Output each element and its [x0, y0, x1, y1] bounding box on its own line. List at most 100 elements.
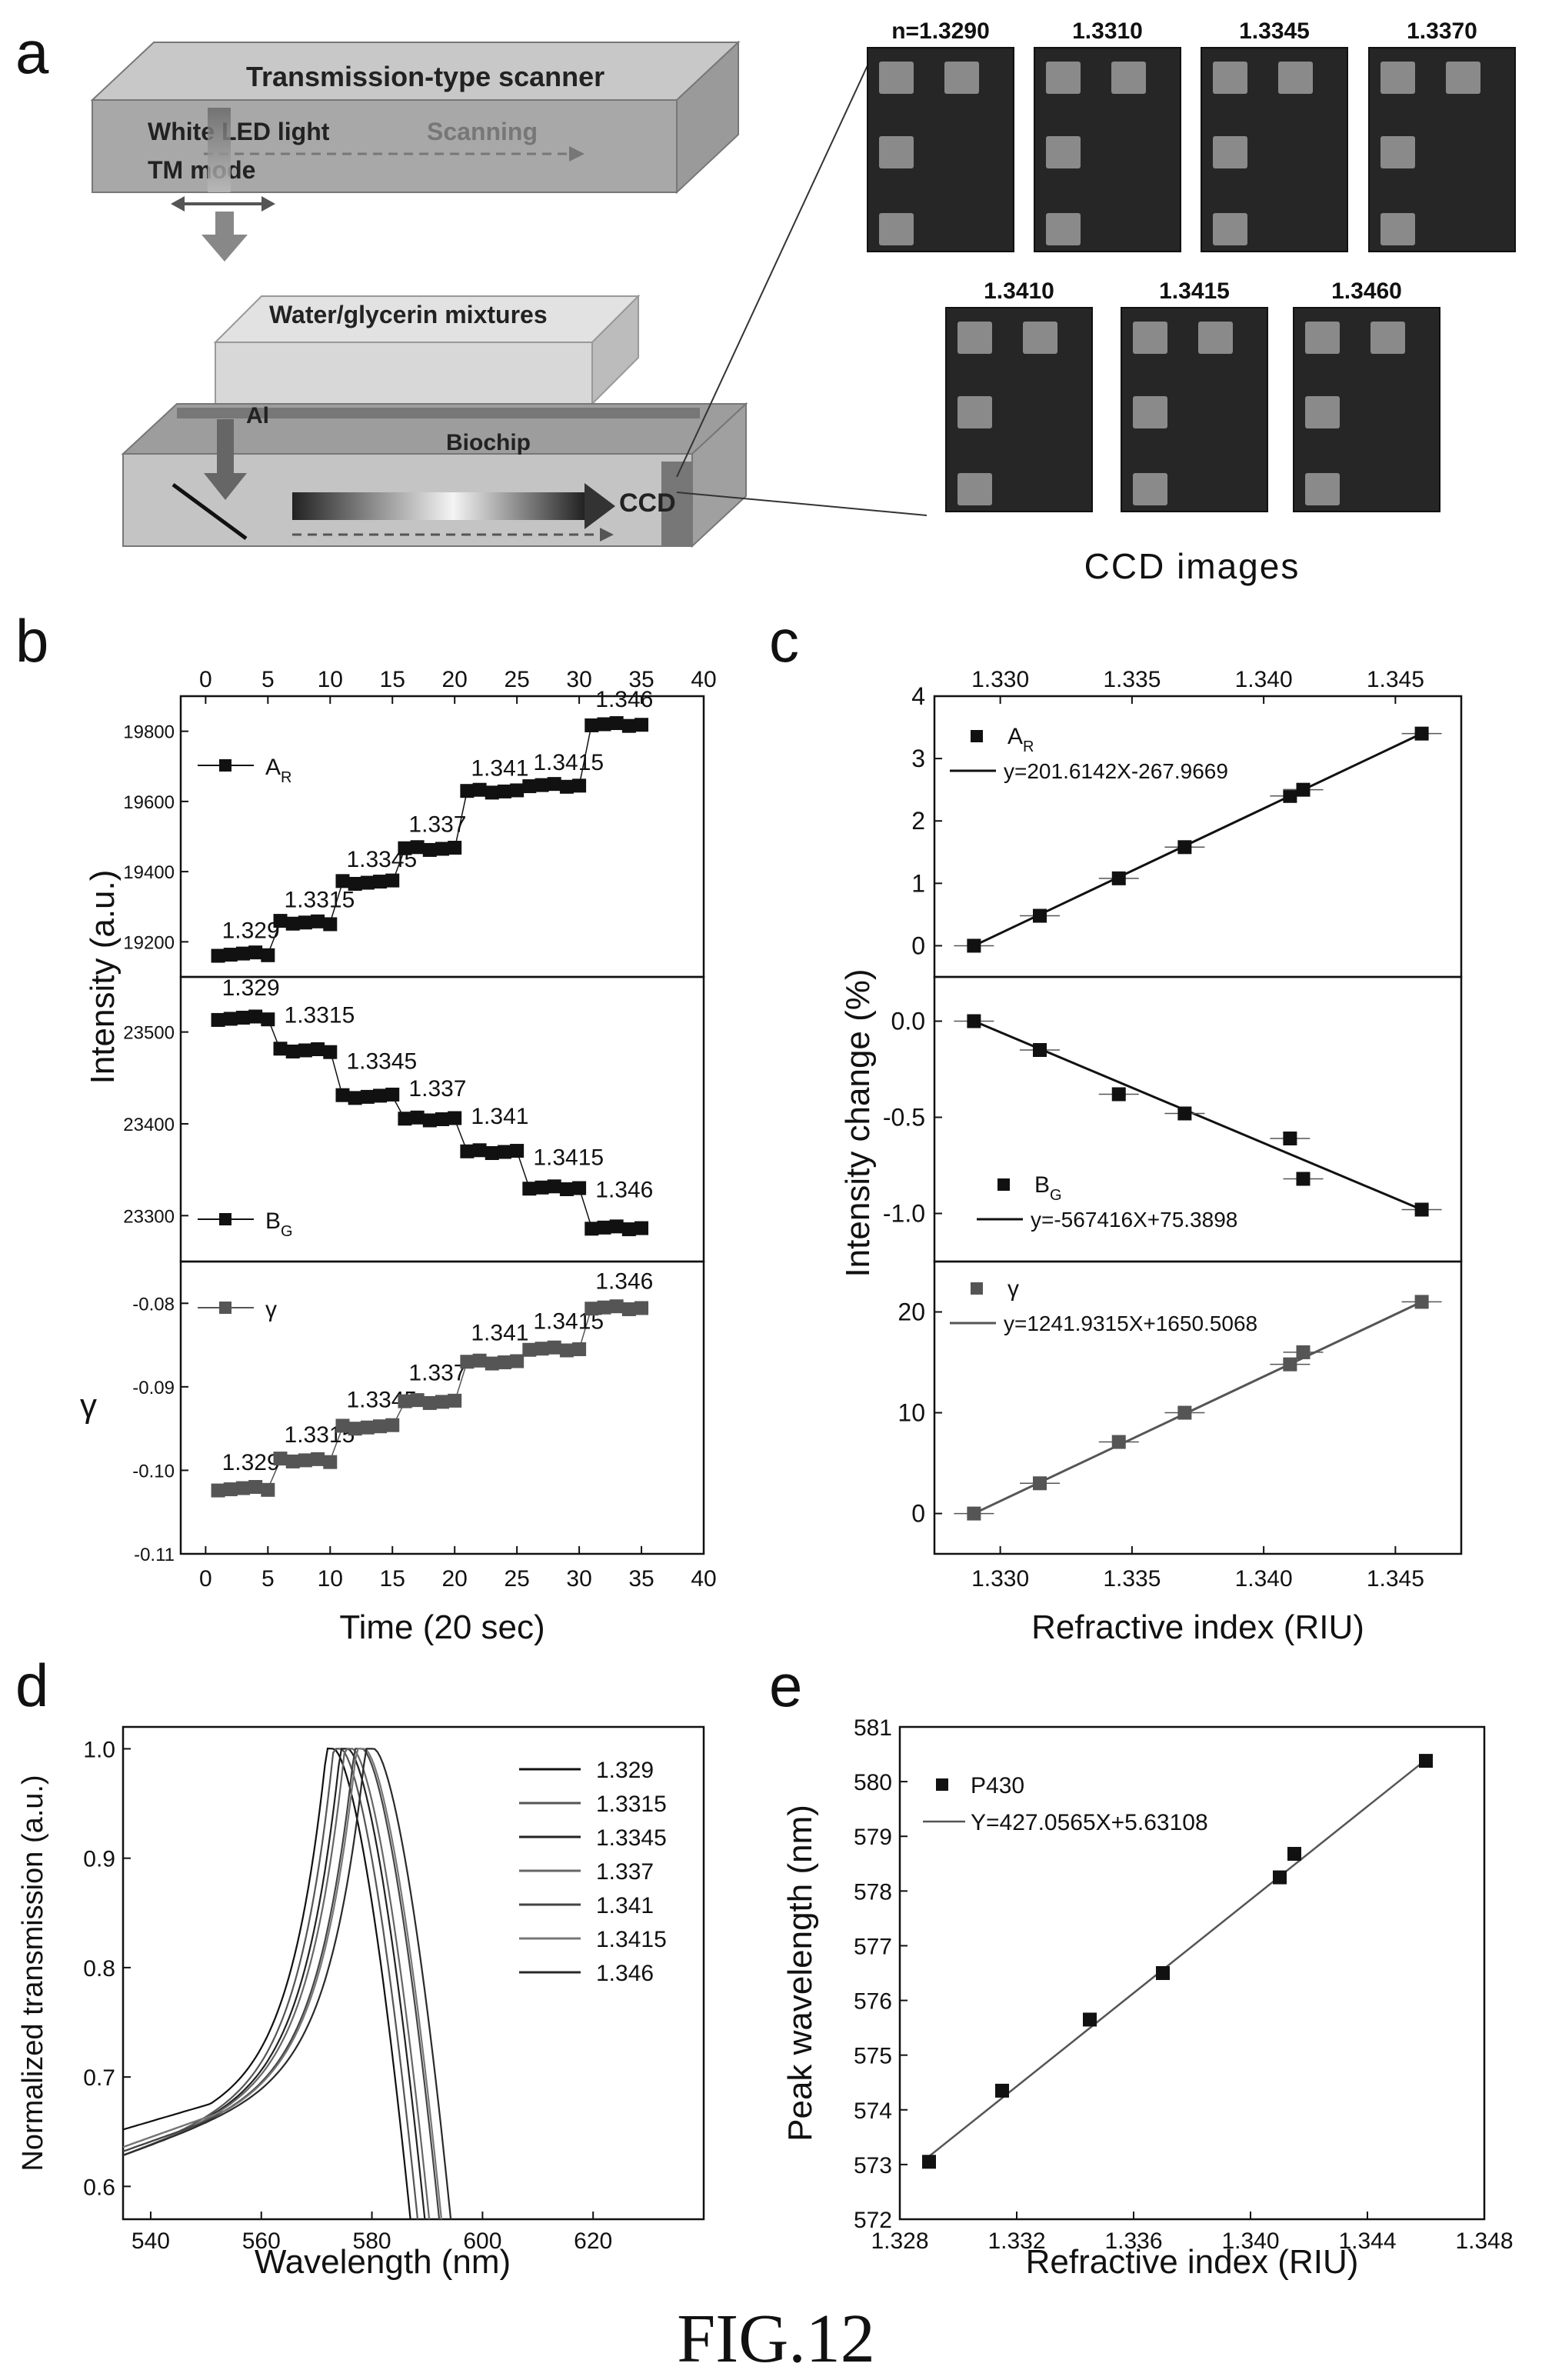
ccd-spot	[958, 473, 992, 505]
y-tick-label: 580	[854, 1770, 892, 1795]
ccd-spot	[1133, 473, 1167, 505]
data-point	[273, 1452, 288, 1466]
y-tick-label: 19600	[123, 792, 175, 813]
sample-side	[591, 294, 639, 406]
ccd-spot	[1046, 62, 1081, 94]
data-point	[634, 718, 649, 732]
fit-equation: y=-567416X+75.3898	[1031, 1208, 1237, 1232]
data-point	[385, 1087, 400, 1102]
step-connector	[454, 791, 468, 849]
step-connector	[267, 922, 281, 955]
ccd-spot	[958, 322, 992, 354]
data-point	[298, 1043, 312, 1058]
data-point	[1414, 1295, 1429, 1309]
x-tick-label: 25	[504, 1566, 529, 1592]
data-point	[559, 779, 574, 794]
data-point	[1033, 1476, 1047, 1491]
data-point	[223, 1012, 238, 1026]
y-tick-label: 0.0	[891, 1008, 925, 1035]
plot-frame	[179, 1260, 705, 1555]
data-point	[497, 1145, 511, 1159]
data-point	[1296, 782, 1311, 797]
reflected-beam-arrowhead	[584, 483, 615, 529]
data-point	[485, 1356, 499, 1371]
legend-label: 1.337	[596, 1859, 654, 1885]
step-annotation: 1.329	[222, 975, 280, 1001]
ccd-sensor	[661, 462, 692, 546]
ccd-image-6: 1.3415	[1121, 278, 1268, 512]
ccd-spot	[1133, 396, 1167, 428]
y-tick-label: 19400	[123, 862, 175, 883]
x-tick-label-top: 10	[318, 667, 343, 692]
data-point	[634, 1301, 649, 1315]
y-tick-label: 23400	[123, 1115, 175, 1135]
data-point	[223, 948, 238, 962]
data-point	[385, 1418, 400, 1432]
y-tick-label: 0.6	[83, 2175, 115, 2200]
data-point	[1283, 1132, 1297, 1145]
ccd-spot	[1046, 136, 1081, 168]
data-point	[348, 877, 362, 892]
data-point	[335, 874, 350, 888]
data-point	[373, 1419, 388, 1434]
y-tick-label: 574	[854, 2098, 892, 2124]
legend-label: 1.346	[596, 1961, 654, 1986]
data-point	[360, 875, 375, 890]
data-point	[448, 1111, 462, 1125]
data-point	[609, 1219, 624, 1234]
spectrum-line	[123, 1748, 419, 2219]
legend-label: 1.329	[596, 1758, 654, 1783]
y-tick-label: -0.11	[134, 1545, 175, 1565]
legend-marker	[219, 759, 231, 772]
x-tick-label: 30	[566, 1566, 591, 1592]
y-tick-label: -0.09	[132, 1378, 175, 1398]
ccd-spot	[1446, 62, 1480, 94]
plot-frame	[933, 1260, 1463, 1555]
y-tick-label: 575	[854, 2044, 892, 2069]
data-point	[1177, 1405, 1192, 1420]
data-point	[1033, 908, 1047, 923]
x-tick-label-top: 25	[504, 667, 529, 692]
legend-marker	[219, 1302, 231, 1314]
data-point	[522, 1182, 537, 1196]
step-annotation: 1.3315	[285, 888, 355, 913]
y-tick-label: 19800	[123, 722, 175, 743]
y-tick-label: 572	[854, 2208, 892, 2233]
x-tick-label: 620	[574, 2228, 612, 2254]
data-point	[497, 1355, 511, 1370]
data-point	[1156, 1966, 1170, 1980]
y-tick-label: 19200	[123, 932, 175, 953]
x-tick-label: 1.336	[1104, 2228, 1162, 2254]
data-point	[323, 1455, 338, 1469]
fit-line	[973, 732, 1423, 947]
data-point	[535, 778, 549, 792]
data-point	[385, 873, 400, 888]
x-tick-label: 15	[380, 1566, 405, 1592]
light-beam-down	[215, 212, 234, 238]
data-point	[472, 1353, 487, 1368]
y-tick-label: 23300	[123, 1206, 175, 1227]
data-point	[1033, 1043, 1047, 1057]
data-point	[1414, 1202, 1429, 1217]
data-point	[485, 1145, 499, 1160]
led-light-column	[208, 108, 231, 192]
y-axis-label: Intensity change (%)	[839, 968, 877, 1277]
ccd-image-label: 1.3345	[1239, 18, 1310, 44]
legend-label: γ	[265, 1297, 277, 1322]
data-point	[1296, 1345, 1311, 1359]
spectrum-line	[123, 1748, 452, 2219]
data-point	[235, 946, 250, 961]
data-point	[1273, 1870, 1287, 1885]
step-annotation: 1.341	[471, 1321, 528, 1346]
chart-c: 1.330 1.330 1.335 1.335 1.340 1.340 1.345 1.345…	[839, 667, 1463, 1646]
zoom-line-bottom	[676, 492, 928, 516]
y-axis-label: Normalized transmission (a.u.)	[17, 1775, 49, 2171]
x-tick-label: 600	[463, 2228, 501, 2254]
data-point	[235, 1010, 250, 1025]
data-point	[235, 1481, 250, 1495]
x-axis-label: Time (20 sec)	[339, 1608, 545, 1646]
y-axis-label: Peak wavelength (nm)	[781, 1805, 819, 2142]
ccd-spot	[879, 62, 914, 94]
ccd-spot	[1380, 213, 1415, 245]
